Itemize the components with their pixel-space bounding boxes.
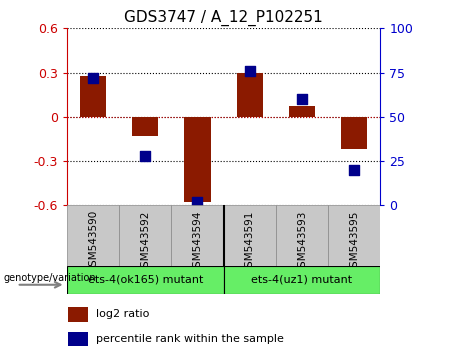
Bar — [132, 117, 158, 136]
Bar — [276, 205, 328, 266]
Point — [89, 75, 97, 81]
Text: GSM543591: GSM543591 — [245, 210, 255, 274]
Bar — [69, 332, 88, 347]
Point — [350, 167, 358, 173]
Bar — [67, 205, 119, 266]
Text: GSM543595: GSM543595 — [349, 210, 359, 274]
Bar — [80, 75, 106, 117]
Text: GSM543592: GSM543592 — [140, 210, 150, 274]
Text: GSM543593: GSM543593 — [297, 210, 307, 274]
Bar — [341, 117, 367, 149]
Bar — [224, 266, 380, 294]
Point — [246, 68, 254, 74]
Text: percentile rank within the sample: percentile rank within the sample — [96, 334, 284, 344]
Title: GDS3747 / A_12_P102251: GDS3747 / A_12_P102251 — [124, 9, 323, 25]
Bar — [67, 266, 224, 294]
Bar — [289, 107, 315, 117]
Point — [142, 153, 149, 159]
Text: log2 ratio: log2 ratio — [96, 309, 149, 319]
Point — [194, 199, 201, 205]
Bar — [224, 205, 276, 266]
Point — [298, 96, 306, 102]
Text: GSM543590: GSM543590 — [88, 210, 98, 273]
Bar — [328, 205, 380, 266]
Text: genotype/variation: genotype/variation — [3, 273, 96, 282]
Bar — [119, 205, 171, 266]
Text: ets-4(ok165) mutant: ets-4(ok165) mutant — [88, 275, 203, 285]
Text: ets-4(uz1) mutant: ets-4(uz1) mutant — [251, 275, 353, 285]
Bar — [171, 205, 224, 266]
Text: GSM543594: GSM543594 — [192, 210, 202, 274]
Bar — [69, 307, 88, 322]
Bar — [236, 73, 263, 117]
Bar — [184, 117, 211, 202]
